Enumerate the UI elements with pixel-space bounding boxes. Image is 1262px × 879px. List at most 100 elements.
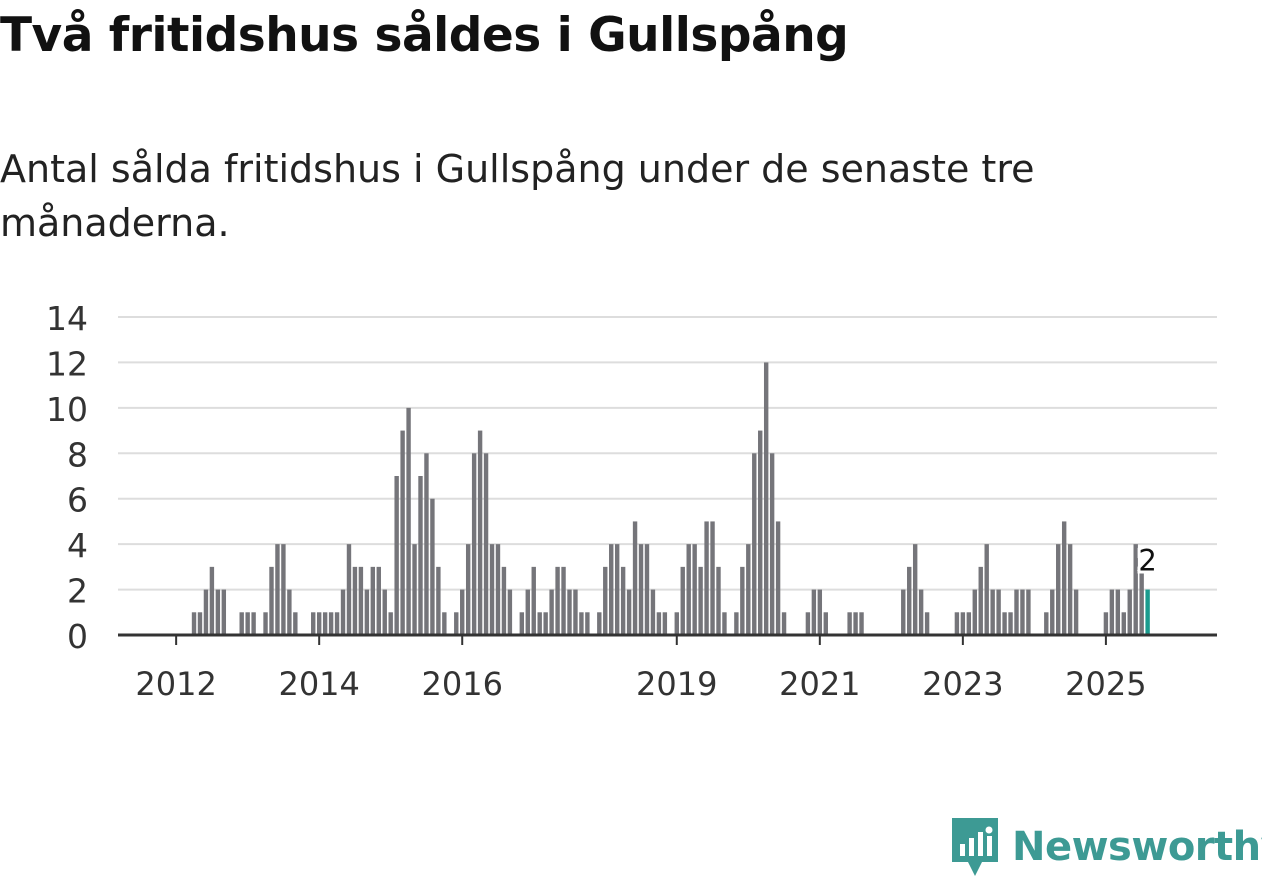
bar <box>412 544 417 635</box>
bar <box>805 612 811 635</box>
bar <box>322 612 328 635</box>
bar <box>656 612 662 635</box>
y-tick-label: 4 <box>67 526 88 565</box>
bar <box>1127 589 1132 635</box>
bar <box>918 589 924 635</box>
bar <box>1050 589 1055 635</box>
bar <box>346 544 352 635</box>
bar <box>442 612 447 635</box>
bar <box>340 589 346 635</box>
bar <box>853 612 858 635</box>
bar <box>984 544 989 635</box>
bar <box>734 612 739 635</box>
bar <box>406 407 411 635</box>
bar <box>376 566 381 635</box>
bar <box>501 566 507 635</box>
bar <box>352 566 358 635</box>
bar <box>465 544 471 635</box>
bar <box>531 566 536 635</box>
bar <box>924 612 930 635</box>
bar <box>370 566 376 635</box>
bar <box>1121 612 1126 635</box>
bar <box>847 612 852 635</box>
last-value-label: 2 <box>1138 544 1156 578</box>
bar <box>901 589 906 635</box>
bar <box>686 544 691 635</box>
bar <box>287 589 292 635</box>
x-tick-label: 2021 <box>779 665 860 703</box>
bar <box>209 566 215 635</box>
bar <box>674 612 679 635</box>
bar <box>561 566 566 635</box>
bar <box>358 566 364 635</box>
bar <box>960 612 966 635</box>
bar <box>662 612 668 635</box>
y-tick-label: 0 <box>67 617 88 656</box>
bar <box>281 544 286 635</box>
bar <box>698 566 703 635</box>
bar <box>752 453 757 635</box>
bar <box>907 566 912 635</box>
bar <box>1103 612 1109 635</box>
bar <box>400 430 405 635</box>
bar <box>644 544 650 635</box>
bar <box>519 612 525 635</box>
bar <box>710 521 715 635</box>
bar <box>364 589 370 635</box>
bar <box>740 566 745 635</box>
bar <box>471 453 477 635</box>
bar <box>1044 612 1049 635</box>
bar <box>1073 589 1079 635</box>
x-tick-label: 2016 <box>422 665 503 703</box>
bar <box>1014 589 1019 635</box>
bar <box>632 521 638 635</box>
bar <box>1020 589 1025 635</box>
bar <box>203 589 209 635</box>
bar <box>269 566 274 635</box>
bar <box>722 612 727 635</box>
bar <box>418 476 423 635</box>
bar <box>275 544 280 635</box>
y-tick-label: 6 <box>67 481 88 520</box>
bar <box>614 544 620 635</box>
bar <box>823 612 828 635</box>
bar <box>507 589 513 635</box>
bar <box>775 521 781 635</box>
chart-subtitle: Antal sålda fritidshus i Gullspång under… <box>0 147 1035 245</box>
bar <box>1026 589 1031 635</box>
bar <box>996 589 1001 635</box>
y-tick-label: 14 <box>46 299 88 338</box>
bar <box>1002 612 1007 635</box>
bar <box>972 589 977 635</box>
bar <box>537 612 542 635</box>
bar <box>978 566 983 635</box>
bar <box>316 612 322 635</box>
bar <box>990 589 995 635</box>
bar <box>609 544 614 635</box>
y-tick-label: 12 <box>46 344 88 383</box>
bar <box>1109 589 1115 635</box>
bar <box>626 589 632 635</box>
x-tick-label: 2014 <box>278 665 359 703</box>
x-tick-label: 2012 <box>135 665 216 703</box>
bar <box>495 544 501 635</box>
bar <box>704 521 709 635</box>
bar <box>585 612 590 635</box>
bar <box>215 589 221 635</box>
y-tick-label: 8 <box>67 435 88 474</box>
bar <box>436 566 441 635</box>
bar <box>781 612 787 635</box>
highlight-bar <box>1145 589 1150 635</box>
bar <box>394 476 399 635</box>
bar <box>1133 544 1138 635</box>
bar <box>424 453 429 635</box>
bar <box>954 612 960 635</box>
y-tick-label: 10 <box>46 390 88 429</box>
bar <box>239 612 244 635</box>
bar <box>1139 566 1144 635</box>
bar <box>454 612 459 635</box>
bar <box>859 612 864 635</box>
bar <box>555 566 560 635</box>
bar <box>525 589 530 635</box>
bar <box>1061 521 1067 635</box>
